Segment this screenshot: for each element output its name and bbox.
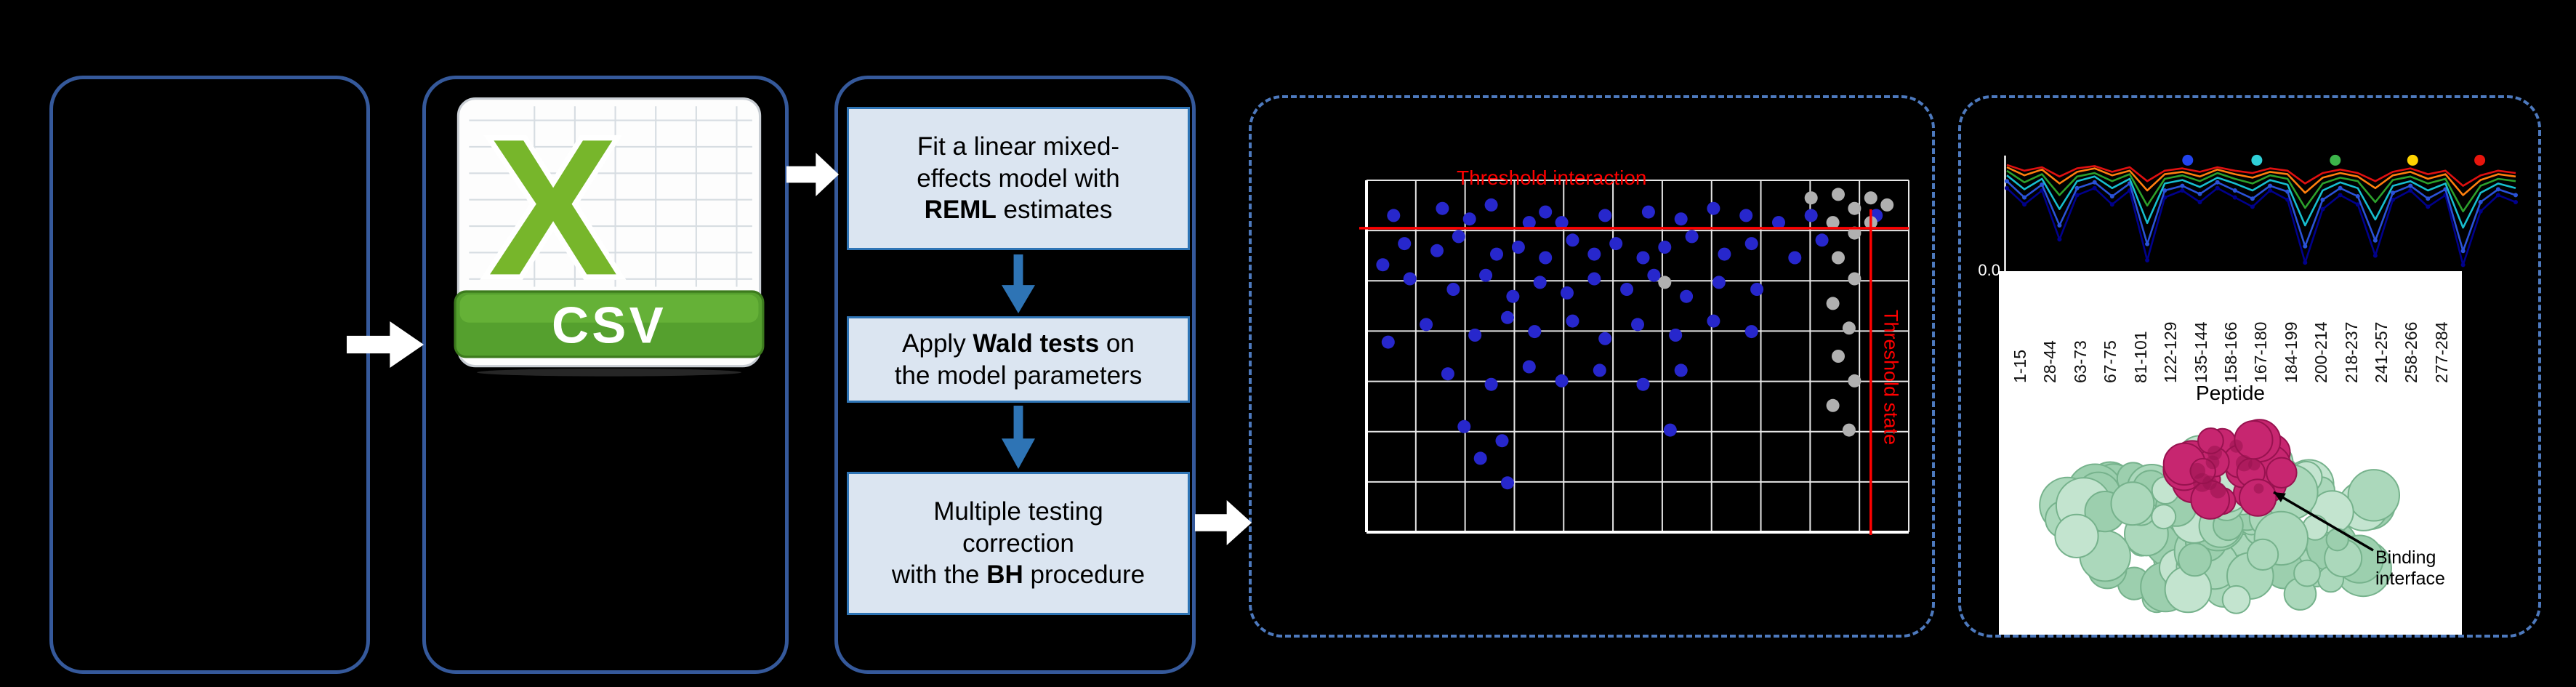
spreadsheet-grid-icon (469, 106, 752, 287)
significance-scatter-plot (1359, 180, 1909, 535)
peptide-tick-label: 218-237 (2341, 321, 2361, 383)
emphasis-text: Wald tests (973, 329, 1100, 358)
excel-x-letter: X (488, 98, 619, 316)
uptake-line-markers (2005, 179, 2518, 254)
peptide-tick-label: 277-284 (2431, 321, 2451, 383)
csv-file-icon: X CSV (454, 95, 765, 377)
peptide-tick-label: 241-257 (2372, 321, 2391, 383)
workflow-step-text: Multiple testing correction with the BH … (892, 496, 1145, 590)
binding-arrow (2273, 491, 2374, 552)
uptake-line (2006, 174, 2516, 229)
timepoint-legend-dots (2182, 154, 2486, 166)
uptake-line (2006, 180, 2516, 252)
protein-structure-image (2039, 419, 2400, 614)
significant-peptides (1376, 198, 1883, 490)
plain-text: procedure (1023, 561, 1146, 590)
uptake-line (2006, 187, 2516, 266)
peptide-tick-label: 67-75 (2101, 340, 2120, 383)
workflow-down-arrow-1 (1002, 254, 1035, 313)
panel-experiment (49, 76, 370, 674)
peptide-tick-label: 200-214 (2311, 321, 2331, 383)
peptide-tick-label: 1-15 (2011, 349, 2029, 383)
panel-statistical-workflow: Fit a linear mixed- effects model with R… (834, 76, 1196, 674)
workflow-step-text: Fit a linear mixed- effects model with R… (917, 131, 1120, 225)
peptide-tick-label: 28-44 (2040, 340, 2060, 383)
binding-site-surface (2162, 419, 2298, 520)
uptake-line (2006, 169, 2516, 213)
uptake-line (2006, 166, 2516, 196)
panel-peptide-results: 0.0 1-15 28-44 63-73 67-75 81-101 122-129 135-… (1958, 95, 2541, 638)
emphasis-text: BH (986, 561, 1023, 590)
peptide-tick-label: 63-73 (2070, 340, 2090, 383)
csv-banner-highlight (459, 294, 759, 323)
peptide-tick-label: 158-166 (2221, 321, 2240, 383)
peptide-tick-label: 167-180 (2251, 321, 2271, 383)
workflow-step-bh: Multiple testing correction with the BH … (847, 472, 1190, 615)
icon-shadow (477, 368, 741, 377)
flow-arrow-3 (1195, 500, 1252, 545)
peptide-tick-label: 258-266 (2402, 321, 2421, 383)
plain-text: Apply (902, 329, 973, 358)
emphasis-text: REML (924, 196, 997, 225)
threshold-state-label: Threshold state (1880, 309, 1902, 446)
threshold-interaction-label: Threshold interaction (1457, 166, 1647, 189)
plain-text: on the model parameters (894, 329, 1143, 390)
uptake-line-chart (2004, 154, 2518, 272)
plain-text: estimates (996, 196, 1113, 225)
peptide-axis-tick-labels: 1-15 28-44 63-73 67-75 81-101 122-129 135-144 1… (1999, 274, 2462, 383)
plain-text: Multiple testing correction with the (891, 497, 1103, 590)
flow-arrow-2 (786, 153, 839, 196)
workflow-step-reml: Fit a linear mixed- effects model with R… (847, 107, 1190, 250)
peptide-tick-label: 81-101 (2130, 331, 2150, 383)
binding-arrowhead (2274, 492, 2286, 502)
peptide-axis-title: Peptide (2196, 382, 2265, 404)
plain-text: Fit a linear mixed- effects model with (917, 132, 1120, 193)
csv-label: CSV (552, 297, 667, 354)
panel-csv-input: X CSV (422, 76, 789, 674)
peptide-tick-label: 122-129 (2161, 321, 2181, 383)
workflow-step-wald: Apply Wald tests on the model parameters (847, 316, 1190, 403)
binding-interface-label: Binding interface (2375, 547, 2445, 589)
workflow-down-arrow-2 (1002, 406, 1035, 469)
panel-global-significance-plot: Threshold interaction Threshold state (1249, 95, 1935, 638)
scatter-grid (1366, 180, 1909, 533)
peptide-tick-label: 135-144 (2191, 321, 2210, 383)
peptide-tick-label: 184-199 (2281, 321, 2301, 383)
uptake-line (2006, 164, 2516, 187)
y-axis-tick-label: 0.0 (1978, 261, 2000, 279)
peptide-figure-area: 1-15 28-44 63-73 67-75 81-101 122-129 135-144 1… (1999, 271, 2462, 635)
workflow-step-text: Apply Wald tests on the model parameters (895, 328, 1142, 391)
